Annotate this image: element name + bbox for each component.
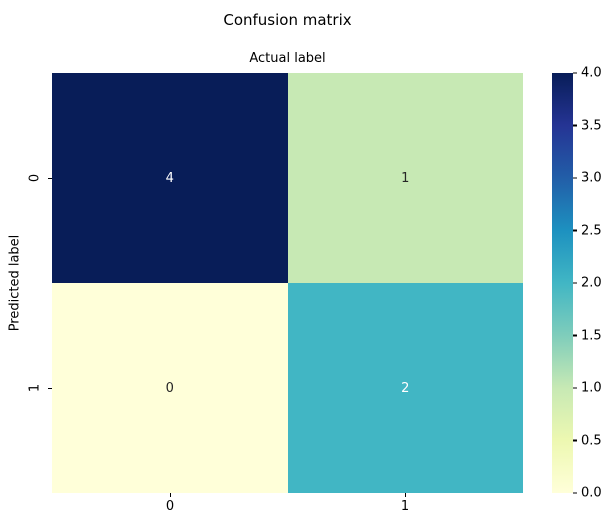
cell-annotation: 0 bbox=[165, 380, 174, 396]
y-axis-label: Predicted label bbox=[7, 234, 23, 332]
colorbar-tick-label: 0.5 bbox=[581, 433, 602, 448]
colorbar-tick: 1.0 bbox=[573, 381, 602, 396]
y-tickmark-1 bbox=[48, 388, 52, 390]
colorbar-tick-label: 2.5 bbox=[581, 223, 602, 238]
x-axis-label: Actual label bbox=[249, 51, 326, 66]
heatmap-cell-r0c0: 4 bbox=[52, 73, 288, 283]
colorbar-tick: 3.0 bbox=[573, 171, 602, 186]
cell-annotation: 1 bbox=[401, 170, 410, 186]
colorbar-tick: 2.5 bbox=[573, 223, 602, 238]
colorbar-tick-label: 0.0 bbox=[581, 485, 602, 501]
colorbar-tick: 2.0 bbox=[573, 276, 602, 291]
colorbar-ticks: 4.0 3.5 3.0 2.5 2.0 1.5 1.0 0.5 bbox=[573, 66, 613, 501]
y-tickmark-0 bbox=[48, 178, 52, 180]
y-tick-label-0: 0 bbox=[27, 173, 43, 183]
cell-annotation: 4 bbox=[165, 170, 174, 186]
colorbar-tickmark bbox=[573, 229, 577, 232]
colorbar-tickmark bbox=[573, 72, 577, 74]
colorbar bbox=[552, 73, 573, 493]
heatmap-cell-r0c1: 1 bbox=[287, 73, 523, 283]
x-tick-label-1: 1 bbox=[400, 499, 410, 514]
colorbar-tickmark bbox=[573, 124, 577, 127]
colorbar-tick: 0.5 bbox=[573, 433, 602, 448]
x-tickmark-0 bbox=[170, 493, 172, 497]
heatmap-cell-r1c1: 2 bbox=[287, 283, 523, 493]
colorbar-tickmark bbox=[573, 334, 577, 337]
colorbar-tick-label: 3.0 bbox=[581, 170, 602, 186]
colorbar-tick: 0.0 bbox=[573, 486, 602, 501]
chart-title: Confusion matrix bbox=[223, 11, 352, 29]
colorbar-tickmark bbox=[573, 282, 577, 284]
x-tick-label-0: 0 bbox=[165, 499, 175, 514]
colorbar-tick: 3.5 bbox=[573, 118, 602, 133]
colorbar-tick: 4.0 bbox=[573, 66, 602, 81]
colorbar-tickmark bbox=[573, 387, 577, 389]
colorbar-tickmark bbox=[573, 492, 577, 494]
heatmap-cell-r1c0: 0 bbox=[52, 283, 288, 493]
colorbar-tick-label: 2.0 bbox=[581, 275, 602, 291]
cell-annotation: 2 bbox=[401, 380, 410, 396]
x-tickmark-1 bbox=[405, 493, 407, 497]
y-tick-label-1: 1 bbox=[27, 383, 43, 393]
colorbar-tick-label: 1.0 bbox=[581, 380, 602, 396]
heatmap-grid: 4 1 0 2 bbox=[52, 73, 523, 493]
colorbar-tick-label: 1.5 bbox=[581, 328, 602, 343]
colorbar-tickmark bbox=[573, 177, 577, 179]
colorbar-tick-label: 4.0 bbox=[581, 65, 602, 81]
colorbar-tickmark bbox=[573, 439, 577, 442]
colorbar-tick-label: 3.5 bbox=[581, 118, 602, 133]
colorbar-tick: 1.5 bbox=[573, 328, 602, 343]
